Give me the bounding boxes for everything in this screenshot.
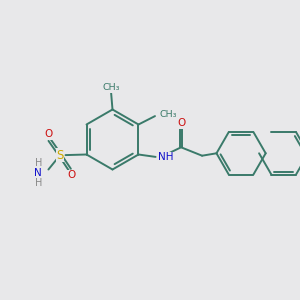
- Text: S: S: [56, 148, 64, 162]
- Text: O: O: [67, 170, 75, 181]
- Text: CH₃: CH₃: [160, 110, 177, 119]
- Text: H: H: [34, 158, 42, 169]
- Text: CH₃: CH₃: [102, 83, 120, 92]
- Text: O: O: [177, 118, 185, 128]
- Text: NH: NH: [158, 152, 173, 163]
- Text: O: O: [44, 129, 52, 139]
- Text: N: N: [34, 168, 42, 178]
- Text: H: H: [34, 178, 42, 188]
